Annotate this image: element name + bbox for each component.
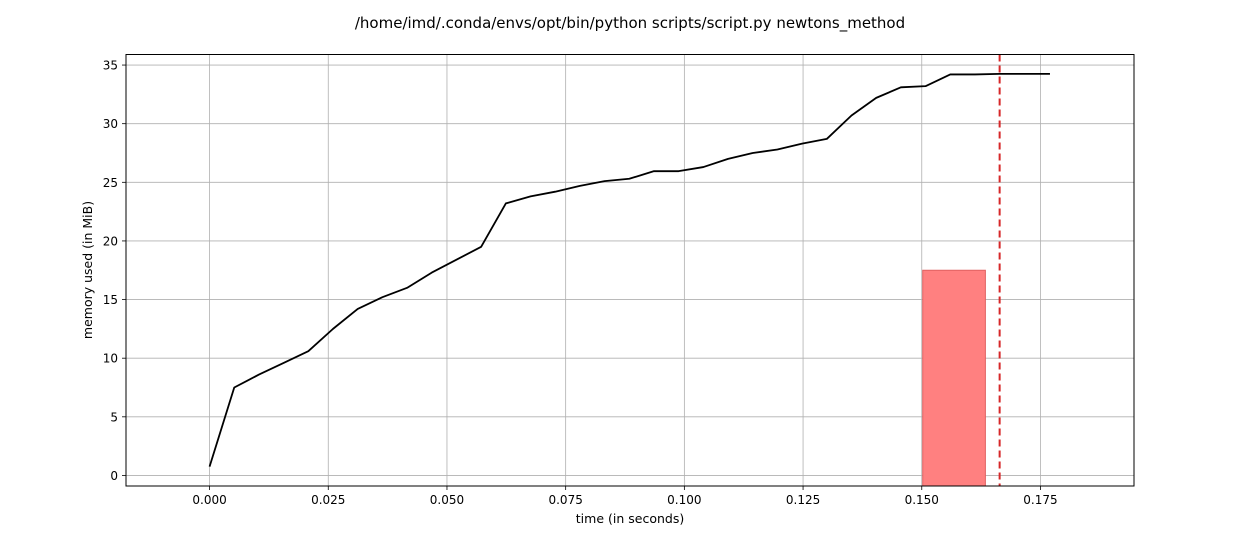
- y-tick-label: 5: [110, 410, 118, 424]
- y-axis-label: memory used (in MiB): [80, 201, 95, 339]
- x-tick-label: 0.125: [786, 493, 820, 507]
- y-axis-ticks: 0 5 10 15 20 25 30 35: [103, 59, 126, 483]
- plot-area: [208, 54, 1050, 487]
- highlight-span: [922, 269, 986, 487]
- y-tick-label: 20: [103, 234, 118, 248]
- x-tick-label: 0.050: [430, 493, 464, 507]
- x-axis-label: time (in seconds): [576, 511, 684, 526]
- x-axis-ticks: 0.000 0.025 0.050 0.075 0.100 0.125 0.150 0.175: [192, 486, 1058, 507]
- x-tick-label: 0.025: [311, 493, 345, 507]
- y-tick-label: 15: [103, 293, 118, 307]
- x-tick-label: 0.150: [905, 493, 939, 507]
- x-tick-label: 0.100: [667, 493, 701, 507]
- y-tick-label: 25: [103, 176, 118, 190]
- x-tick-label: 0.175: [1023, 493, 1057, 507]
- axes-frame: [125, 54, 1135, 487]
- y-tick-label: 35: [103, 59, 118, 73]
- memory-series-line: [208, 72, 1050, 467]
- x-tick-label: 0.075: [548, 493, 582, 507]
- x-tick-label: 0.000: [192, 493, 226, 507]
- y-tick-label: 0: [110, 469, 118, 483]
- y-tick-label: 30: [103, 117, 118, 131]
- y-tick-label: 10: [103, 352, 118, 366]
- chart-title: /home/imd/.conda/envs/opt/bin/python scr…: [355, 14, 905, 33]
